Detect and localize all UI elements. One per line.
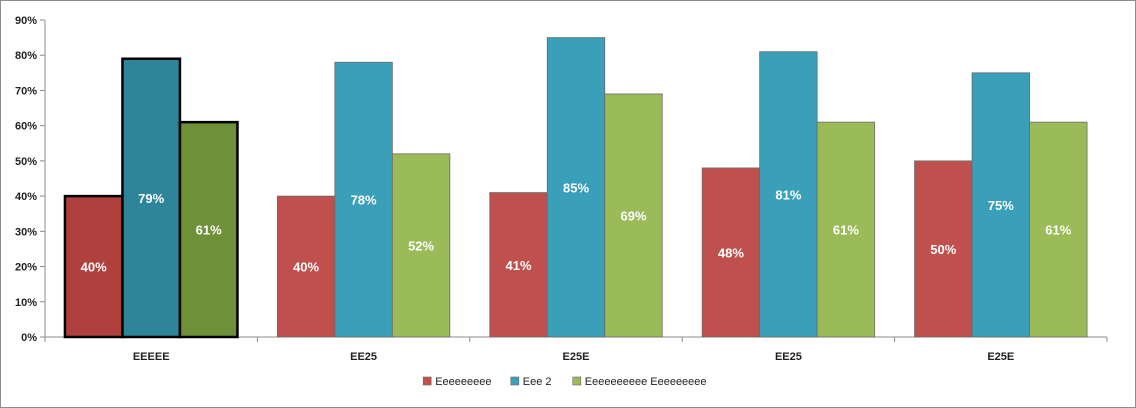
- x-tick-label: E25E: [987, 351, 1014, 363]
- data-label: 61%: [1045, 223, 1071, 238]
- legend-label: Eeeeeeeee: [435, 376, 491, 388]
- legend-swatch: [572, 376, 582, 386]
- bar: [391, 153, 451, 338]
- data-label: 79%: [138, 191, 164, 206]
- bar: [759, 51, 818, 338]
- data-label: 40%: [293, 260, 319, 275]
- x-tick-label: EE25: [350, 351, 377, 363]
- legend-swatch: [422, 376, 432, 386]
- bar: [816, 121, 876, 338]
- y-tick-label: 90%: [15, 15, 37, 27]
- bar: [276, 195, 336, 338]
- data-label: 61%: [833, 223, 859, 238]
- bar: [914, 160, 973, 338]
- x-tick-label: EEEEE: [133, 351, 170, 363]
- bar: [121, 57, 182, 339]
- data-label: 41%: [505, 258, 531, 273]
- bar: [489, 192, 548, 338]
- y-tick-label: 0%: [21, 332, 37, 344]
- x-axis: EEEEE EE25 E25E EE25 E25E: [44, 336, 1108, 363]
- y-tick-label: 10%: [15, 297, 37, 309]
- bar: [178, 120, 239, 339]
- y-tick-label: 40%: [15, 191, 37, 203]
- x-tick-label: E25E: [563, 351, 590, 363]
- data-label: 50%: [930, 242, 956, 257]
- y-axis: 0% 10% 20% 30% 40% 50% 60% 70% 80% 90%: [15, 15, 46, 344]
- y-tick-label: 30%: [15, 226, 37, 238]
- data-label: 85%: [563, 180, 589, 195]
- bar: [701, 167, 761, 338]
- legend-swatch: [510, 376, 520, 386]
- y-tick-label: 80%: [15, 50, 37, 62]
- y-tick-label: 50%: [15, 156, 37, 168]
- data-label: 75%: [988, 198, 1014, 213]
- legend: Eeeeeeeee Eee 2 Eeeeeeeeee Eeeeeeeee: [422, 376, 707, 388]
- y-tick-label: 70%: [15, 85, 37, 97]
- bar: [604, 93, 663, 338]
- data-label: 52%: [408, 238, 434, 253]
- x-tick-label: EE25: [775, 351, 802, 363]
- data-label: 61%: [196, 223, 222, 238]
- bar: [971, 72, 1030, 338]
- bar: [1029, 121, 1088, 338]
- data-label: 69%: [620, 208, 646, 223]
- legend-label: Eeeeeeeeee Eeeeeeeee: [585, 376, 707, 388]
- data-label: 40%: [81, 260, 107, 275]
- y-tick-label: 60%: [15, 121, 37, 133]
- data-labels: 40% 79% 61% 40% 78% 52% 41% 85% 69% 48% 81% 61% 50% 7…: [81, 180, 1072, 274]
- legend-label: Eee 2: [523, 376, 552, 388]
- data-label: 48%: [718, 245, 744, 260]
- bars: [63, 37, 1088, 339]
- data-label: 81%: [775, 187, 801, 202]
- bar: [546, 37, 606, 338]
- data-label: 78%: [351, 193, 377, 208]
- y-tick-label: 20%: [15, 262, 37, 274]
